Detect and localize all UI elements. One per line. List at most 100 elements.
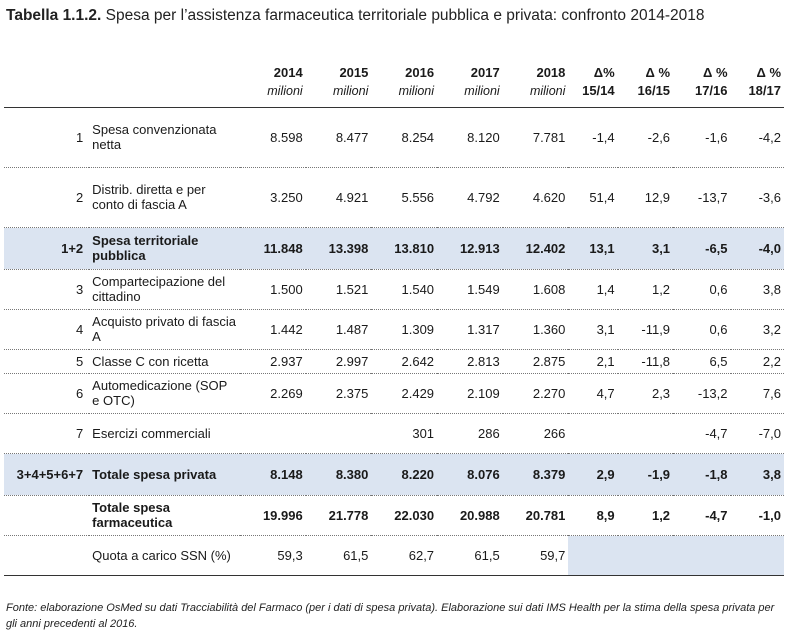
delta-cell: 2,1 xyxy=(596,353,615,369)
value-cell: 7.781 xyxy=(532,129,566,145)
header-label-cell xyxy=(89,57,240,107)
table-row: 2 Distrib. diretta e per conto di fascia… xyxy=(4,167,784,227)
row-id: 3+4+5+6+7 xyxy=(16,466,84,482)
value-cell: 2.997 xyxy=(335,353,369,369)
header-row: 2014 milioni 2015 milioni 2016 milioni 2017… xyxy=(4,57,784,107)
delta-cell: -3,6 xyxy=(758,189,781,205)
value-cell: 61,5 xyxy=(474,547,500,563)
delta-cell: 7,6 xyxy=(762,385,781,401)
delta-cell: -1,9 xyxy=(647,466,671,482)
value-cell: 1.309 xyxy=(401,321,435,337)
value-cell xyxy=(240,413,306,453)
value-cell: 19.996 xyxy=(262,507,303,523)
value-cell: 2.642 xyxy=(401,353,435,369)
header-year: 2015 milioni xyxy=(306,57,372,107)
delta-cell: -1,8 xyxy=(705,466,728,482)
row-id: 2 xyxy=(75,189,84,205)
table-row: 4 Acquisto privato di fascia A 1.442 1.4… xyxy=(4,309,784,349)
value-cell xyxy=(306,413,372,453)
row-label: Acquisto privato di fascia A xyxy=(92,314,236,344)
delta-cell: 1,2 xyxy=(651,507,671,523)
delta-cell: 6,5 xyxy=(709,353,728,369)
value-cell: 2.875 xyxy=(532,353,566,369)
row-label: Spesa territoriale pubblica xyxy=(92,233,199,263)
value-cell: 5.556 xyxy=(401,189,435,205)
value-cell: 1.500 xyxy=(270,281,303,297)
value-cell: 1.317 xyxy=(467,321,500,337)
value-cell: 2.270 xyxy=(532,385,566,401)
table-row: 6 Automedicazione (SOP e OTC) 2.269 2.37… xyxy=(4,373,784,413)
delta-cell: 2,9 xyxy=(596,466,615,482)
value-cell: 4.792 xyxy=(467,189,500,205)
row-label: Spesa convenzionata netta xyxy=(92,122,217,152)
delta-cell: -4,7 xyxy=(705,425,728,441)
value-cell: 8.598 xyxy=(270,129,303,145)
row-id: 1+2 xyxy=(61,240,84,256)
delta-cell: 1,2 xyxy=(651,281,671,297)
table-row: 5 Classe C con ricetta 2.937 2.997 2.642… xyxy=(4,349,784,373)
unit-label: milioni xyxy=(464,83,500,98)
value-cell: 8.380 xyxy=(335,466,369,482)
delta-cell: -11,9 xyxy=(641,321,671,337)
value-cell: 59,3 xyxy=(277,547,303,563)
value-cell: 2.937 xyxy=(270,353,303,369)
value-cell: 3.250 xyxy=(270,189,303,205)
subtotal-row: 1+2 Spesa territoriale pubblica 11.848 1… xyxy=(4,227,784,269)
value-cell: 62,7 xyxy=(408,547,435,563)
header-delta: Δ % 18/17 xyxy=(748,64,781,98)
header-year: 2014 milioni xyxy=(240,57,306,107)
unit-label: milioni xyxy=(267,83,303,98)
row-id: 6 xyxy=(75,385,84,401)
row-label: Quota a carico SSN (%) xyxy=(92,547,231,563)
value-cell: 1.540 xyxy=(401,281,435,297)
delta-cell xyxy=(618,413,673,453)
header-delta: Δ % 17/16 xyxy=(694,64,728,98)
delta-cell: -4,0 xyxy=(758,240,781,256)
row-label: Automedicazione (SOP e OTC) xyxy=(92,378,228,408)
delta-cell xyxy=(730,535,784,575)
delta-cell: 3,8 xyxy=(762,281,781,297)
value-cell: 1.487 xyxy=(335,321,369,337)
value-cell: 4.620 xyxy=(532,189,566,205)
value-cell: 13.398 xyxy=(328,240,369,256)
table-number: Tabella 1.1.2. xyxy=(6,7,102,24)
value-cell: 12.913 xyxy=(459,240,500,256)
value-cell: 1.360 xyxy=(532,321,566,337)
delta-cell: -2,6 xyxy=(647,129,671,145)
unit-label: milioni xyxy=(529,83,566,98)
value-cell: 13.810 xyxy=(394,240,435,256)
row-id: 1 xyxy=(75,129,84,145)
delta-cell: 13,1 xyxy=(589,240,615,256)
row-label: Totale spesa farmaceutica xyxy=(92,500,173,530)
delta-cell: 4,7 xyxy=(596,385,615,401)
delta-cell xyxy=(568,535,618,575)
value-cell: 20.781 xyxy=(525,507,566,523)
header-id-cell xyxy=(4,57,89,107)
delta-cell: 2,2 xyxy=(762,353,781,369)
value-cell: 8.148 xyxy=(270,466,303,482)
value-cell: 1.608 xyxy=(532,281,566,297)
table-row: Quota a carico SSN (%) 59,3 61,5 62,7 61… xyxy=(4,535,784,575)
value-cell: 1.549 xyxy=(467,281,500,297)
header-year: 2016 milioni xyxy=(371,57,437,107)
value-cell: 61,5 xyxy=(343,547,369,563)
value-cell: 8.076 xyxy=(467,466,500,482)
delta-cell: 12,9 xyxy=(644,189,671,205)
header-year: 2018 milioni xyxy=(503,57,569,107)
delta-cell: 3,2 xyxy=(762,321,781,337)
delta-cell: -1,4 xyxy=(592,129,615,145)
value-cell: 2.375 xyxy=(335,385,369,401)
row-label: Classe C con ricetta xyxy=(92,353,209,369)
value-cell: 8.120 xyxy=(467,129,500,145)
table-row: 7 Esercizi commerciali 301 286 266 -4,7 … xyxy=(4,413,784,453)
row-id: 5 xyxy=(75,353,84,369)
value-cell: 286 xyxy=(478,425,500,441)
row-id: 4 xyxy=(75,321,84,337)
delta-cell: 1,4 xyxy=(596,281,615,297)
value-cell: 8.254 xyxy=(401,129,435,145)
delta-cell: -13,7 xyxy=(697,189,728,205)
value-cell: 8.379 xyxy=(532,466,566,482)
subtotal-row: 3+4+5+6+7 Totale spesa privata 8.148 8.3… xyxy=(4,453,784,495)
delta-cell: 8,9 xyxy=(596,507,615,523)
